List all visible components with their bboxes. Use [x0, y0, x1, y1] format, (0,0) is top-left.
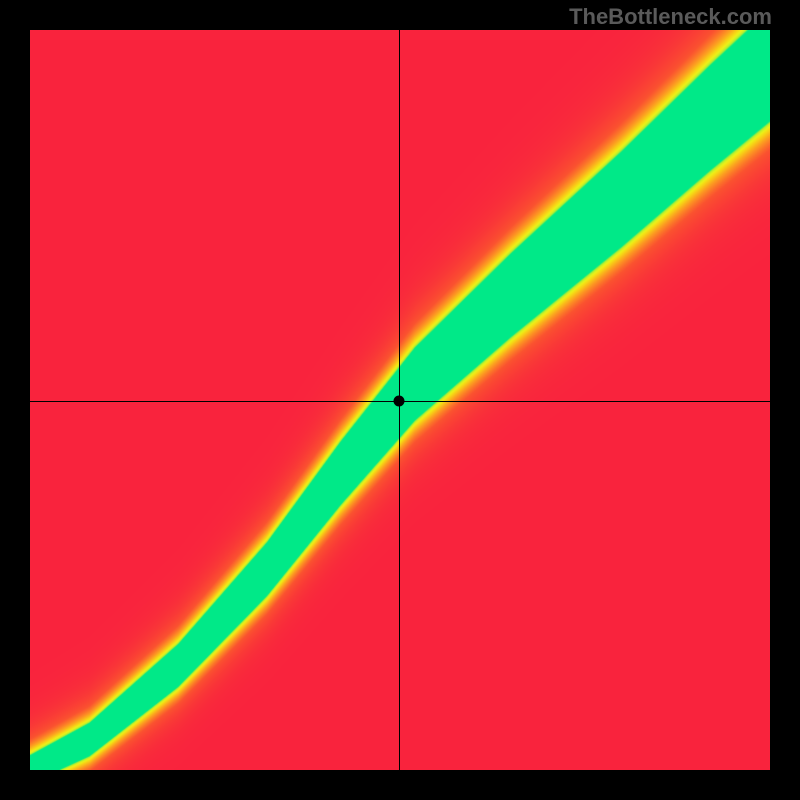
bottleneck-heatmap-plot	[30, 30, 770, 770]
selection-marker	[393, 396, 404, 407]
watermark-text: TheBottleneck.com	[569, 4, 772, 30]
